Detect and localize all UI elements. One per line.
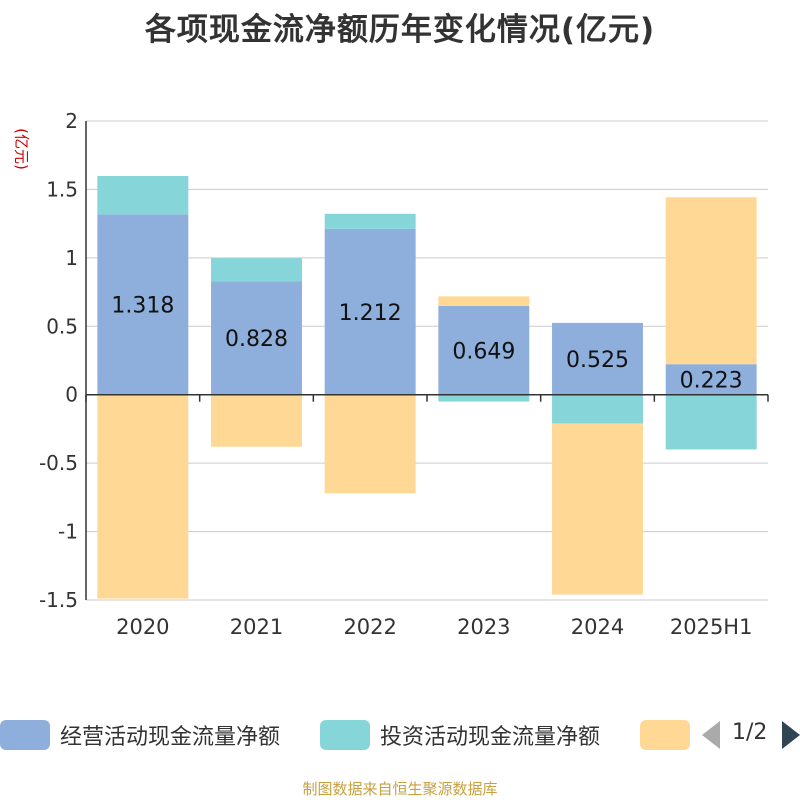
y-tick-label: -1.5: [39, 588, 78, 612]
data-label-operating: 0.223: [680, 368, 743, 393]
chart-title: 各项现金流净额历年变化情况(亿元): [144, 12, 656, 48]
bar-operating: [97, 214, 189, 395]
legend: 经营活动现金流量净额 投资活动现金流量净额: [0, 718, 800, 752]
x-tick-label: 2023: [457, 615, 510, 639]
bar-investing: [211, 258, 302, 282]
bar-investing: [324, 213, 416, 229]
data-label-operating: 0.525: [566, 348, 629, 373]
y-tick-label: -1: [58, 520, 78, 544]
next-page-icon[interactable]: [782, 721, 800, 749]
bar-investing: [438, 394, 530, 402]
legend-label-operating: 经营活动现金流量净额: [60, 725, 281, 750]
y-tick-label: -0.5: [39, 451, 78, 475]
previous-page-icon[interactable]: [702, 721, 720, 749]
x-tick-label: 2025H1: [670, 615, 753, 639]
data-label-operating: 1.212: [339, 301, 402, 326]
source-note: 制图数据来自恒生聚源数据库: [302, 780, 498, 798]
y-tick-label: 1.5: [46, 177, 78, 201]
bar-financing: [97, 394, 189, 599]
legend-item-operating[interactable]: 经营活动现金流量净额: [0, 718, 280, 752]
legend-label-investing: 投资活动现金流量净额: [380, 725, 601, 750]
y-tick-label: 2: [65, 109, 78, 133]
legend-swatch-operating: [0, 720, 50, 750]
bar-operating: [324, 228, 416, 395]
data-label-operating: 1.318: [111, 294, 174, 319]
cash-flow-chart: -1.5 -1 -0.5 0 0.5 1 1.5 2 1.318 0.828 1.212 0.649 0…: [39, 109, 769, 639]
data-label-operating: 0.828: [225, 327, 288, 352]
bar-financing: [211, 394, 302, 447]
bar-operating: [665, 364, 757, 395]
x-tick-label: 2021: [230, 615, 283, 639]
x-tick-label: 2022: [343, 615, 396, 639]
y-tick-label: 0: [65, 383, 78, 407]
x-tick-label: 2020: [116, 615, 169, 639]
bar-financing: [438, 296, 530, 306]
bar-operating: [552, 322, 643, 395]
bar-investing: [97, 176, 189, 215]
legend-item-investing[interactable]: 投资活动现金流量净额: [320, 718, 600, 752]
legend-item-financing[interactable]: [640, 718, 690, 752]
data-label-operating: 0.649: [452, 339, 515, 364]
legend-pager: 1/2: [700, 718, 800, 752]
bar-financing: [552, 423, 643, 595]
y-tick-label: 1: [65, 246, 78, 270]
bar-financing: [324, 394, 416, 494]
page-indicator: 1/2: [732, 720, 768, 745]
bar-investing: [552, 394, 643, 424]
legend-swatch-investing: [320, 720, 370, 750]
bar-operating: [211, 281, 302, 395]
x-tick-label: 2024: [571, 615, 624, 639]
bar-investing: [665, 394, 757, 450]
bar-operating: [438, 305, 530, 395]
y-tick-label: 0.5: [46, 314, 78, 338]
bar-financing: [665, 197, 757, 365]
legend-swatch-financing: [640, 720, 690, 750]
